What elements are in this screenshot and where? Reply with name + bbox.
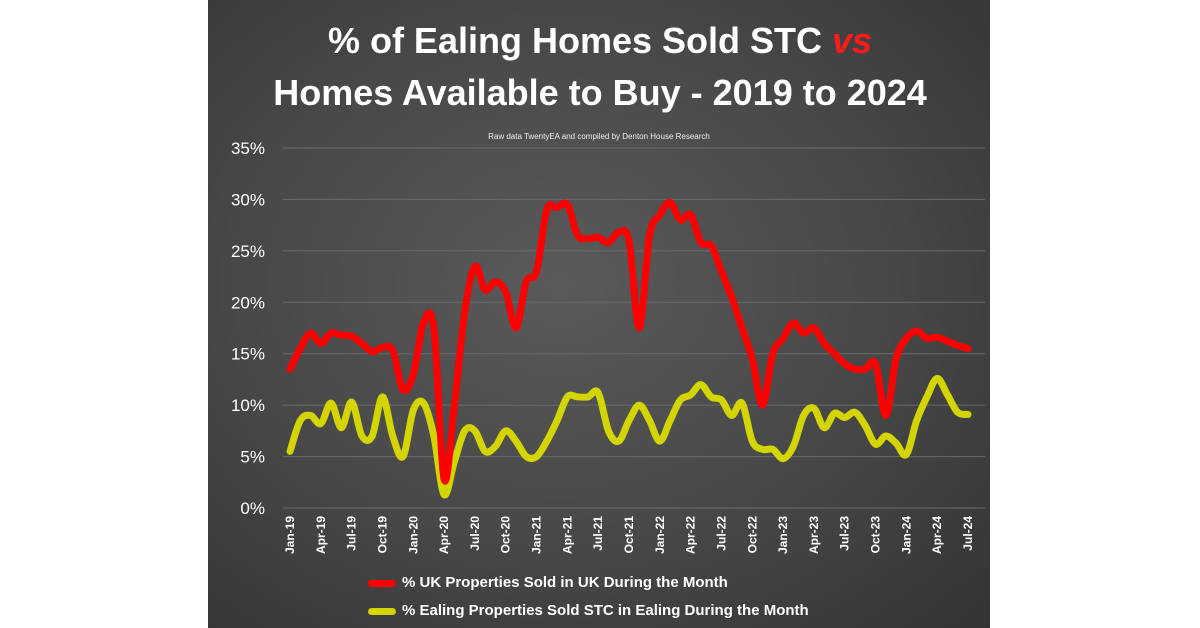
y-tick-label: 15% (231, 345, 265, 364)
x-tick-label: Oct-22 (745, 516, 759, 554)
y-tick-label: 20% (231, 293, 265, 312)
x-tick-label: Oct-19 (375, 516, 389, 554)
legend-item-uk: % UK Properties Sold in UK During the Mo… (368, 574, 728, 592)
x-tick-label: Jul-21 (591, 516, 605, 551)
x-tick-label: Oct-21 (622, 516, 636, 554)
y-tick-label: 0% (240, 499, 265, 518)
x-tick-label: Jan-23 (776, 516, 790, 554)
x-tick-label: Jul-20 (468, 516, 482, 551)
legend-item-ealing: % Ealing Properties Sold STC in Ealing D… (368, 602, 809, 620)
chart-title-line2: Homes Available to Buy - 2019 to 2024 (273, 72, 927, 113)
x-tick-label: Apr-22 (684, 516, 698, 554)
title-text: % of Ealing Homes Sold STC (327, 20, 832, 61)
x-tick-label: Apr-21 (560, 516, 574, 554)
title-vs: vs (832, 20, 873, 61)
legend-swatch-yellow (368, 607, 396, 615)
x-tick-label: Jul-22 (714, 516, 728, 551)
y-tick-label: 30% (231, 190, 265, 209)
y-tick-label: 10% (231, 396, 265, 415)
x-tick-label: Jan-19 (283, 516, 297, 554)
chart-subtitle: Raw data TwentyEA and compiled by Denton… (488, 132, 710, 141)
y-tick-label: 25% (231, 242, 265, 261)
chart-background (208, 0, 990, 628)
chart-title-line1: % of Ealing Homes Sold STC vs (0, 20, 1200, 62)
x-tick-label: Apr-23 (807, 516, 821, 554)
series-line-uk (286, 199, 972, 485)
x-tick-label: Jan-22 (653, 516, 667, 554)
x-tick-label: Oct-20 (499, 516, 513, 554)
y-tick-label: 5% (240, 448, 265, 467)
x-tick-label: Jan-21 (530, 516, 544, 554)
legend-swatch-red (368, 579, 396, 587)
legend-label: % UK Properties Sold in UK During the Mo… (402, 574, 728, 591)
x-tick-label: Apr-19 (314, 516, 328, 554)
x-tick-label: Jul-23 (838, 516, 852, 551)
x-tick-label: Apr-20 (437, 516, 451, 554)
x-tick-label: Jul-24 (961, 516, 975, 551)
series-line-ealing (286, 374, 972, 499)
x-tick-label: Jan-20 (406, 516, 420, 554)
y-tick-label: 35% (231, 139, 265, 158)
x-tick-label: Jan-24 (899, 516, 913, 554)
legend-label: % Ealing Properties Sold STC in Ealing D… (402, 602, 809, 619)
x-tick-label: Jul-19 (345, 516, 359, 551)
x-tick-label: Oct-23 (869, 516, 883, 554)
x-tick-label: Apr-24 (930, 516, 944, 554)
